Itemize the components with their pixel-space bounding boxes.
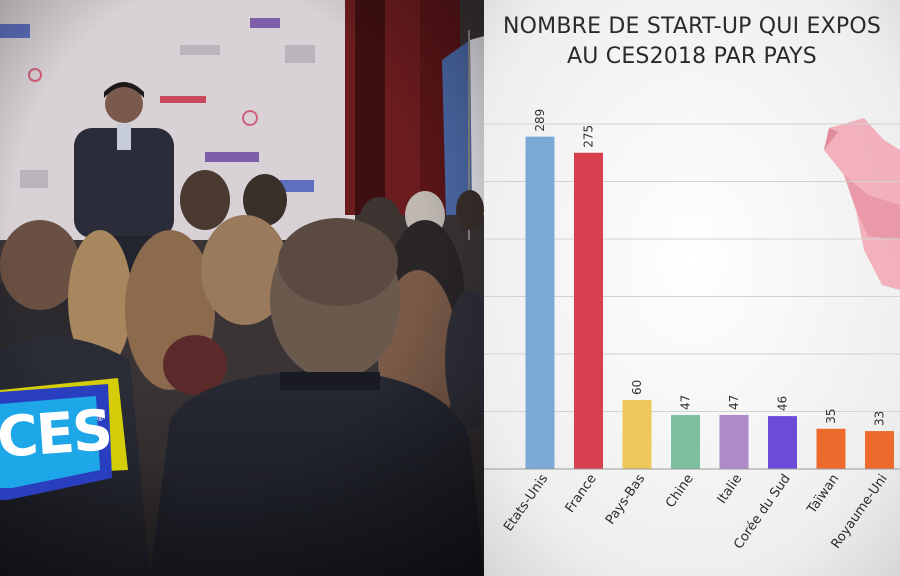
bar-3 xyxy=(622,400,652,469)
ces-registered-mark: ® xyxy=(96,414,104,423)
chart-title-line-1: NOMBRE DE START-UP QUI EXPOS xyxy=(502,14,882,39)
bar-2 xyxy=(574,152,603,469)
bar-5 xyxy=(719,414,749,469)
decorative-rooster xyxy=(824,118,900,290)
ces-logo-text: CES xyxy=(0,398,113,471)
bar-4 xyxy=(671,414,700,469)
bar-6 xyxy=(768,416,797,469)
value-label-6: 46 xyxy=(776,396,790,411)
ces-logo xyxy=(0,378,128,500)
bar-1 xyxy=(525,136,555,469)
conference-photo-image xyxy=(0,0,484,576)
bars-group xyxy=(525,136,894,469)
event-photo: CES ® xyxy=(0,0,484,576)
chart-panel: 289 275 60 47 47 46 35 33 Etats-Unis France Pays-… xyxy=(484,0,900,576)
value-label-5: 47 xyxy=(727,395,741,410)
bar-7 xyxy=(816,428,846,469)
value-label-4: 47 xyxy=(679,395,693,410)
value-labels-group: 289 275 60 47 47 46 35 33 xyxy=(533,109,887,426)
chart-title-line-2: AU CES2018 PAR PAYS xyxy=(567,44,817,69)
value-label-2: 275 xyxy=(582,125,596,148)
value-label-8: 33 xyxy=(873,411,887,426)
value-label-1: 289 xyxy=(533,109,547,132)
value-label-3: 60 xyxy=(630,380,644,395)
bar-8 xyxy=(865,431,894,469)
value-label-7: 35 xyxy=(824,408,838,423)
